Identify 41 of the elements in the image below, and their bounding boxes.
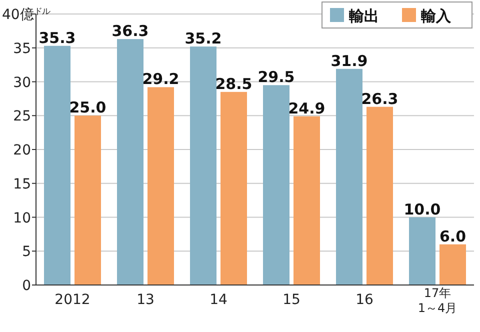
y-tick-label: 15 [13, 176, 31, 192]
x-tick-label: 16 [356, 292, 374, 308]
bar [148, 87, 174, 285]
text: 25.0 [69, 98, 106, 117]
bar [294, 116, 320, 285]
text: 24.9 [288, 99, 326, 118]
y-tick-label: 35 [13, 40, 31, 57]
y-tick-label: 30 [13, 74, 31, 91]
bar [440, 244, 466, 285]
text: 10.0 [404, 200, 441, 218]
text: 6.0 [439, 227, 466, 246]
legend-label: 輸入 [420, 7, 452, 25]
bar [366, 106, 393, 285]
y-tick-label: 20 [13, 142, 31, 158]
text: 26.3 [361, 90, 398, 108]
text: 36.3 [112, 22, 149, 40]
bar [220, 92, 247, 285]
y-tick-label: 5 [22, 244, 31, 260]
x-tick-label: 15 [282, 292, 300, 308]
text: 28.5 [215, 74, 252, 93]
y-tick-label: 10 [13, 210, 31, 226]
text: 31.9 [330, 52, 368, 70]
bar [190, 46, 216, 285]
text: 29.2 [142, 70, 180, 88]
y-tick-label: 40億$^{ドル}$ [2, 6, 50, 23]
x-tick-label: 14 [210, 292, 228, 308]
text: 35.3 [38, 28, 76, 47]
x-tick-label: 13 [136, 292, 154, 308]
x-tick-label: 17年 1～4月 [418, 286, 458, 315]
bar [117, 39, 144, 285]
y-tick-label: 25 [13, 108, 31, 125]
legend-label: 輸出 [348, 7, 379, 25]
bar [263, 85, 290, 285]
y-tick-label: 0 [22, 278, 31, 294]
bar [44, 46, 70, 285]
text: 35.2 [184, 30, 222, 48]
bar [336, 68, 362, 285]
text: 29.5 [258, 68, 295, 86]
x-tick-label: 2012 [54, 292, 90, 308]
bar [74, 116, 101, 285]
bar [409, 217, 436, 285]
